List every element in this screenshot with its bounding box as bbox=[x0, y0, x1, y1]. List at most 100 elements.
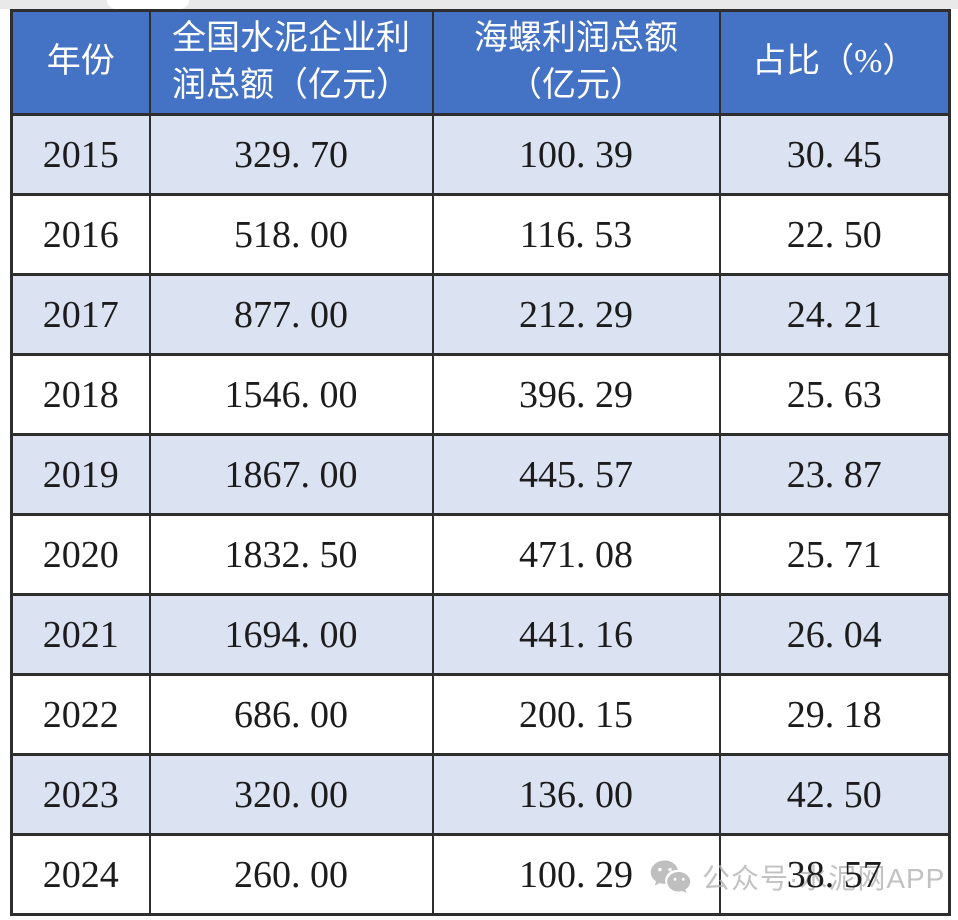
cell-national-profit: 877. 00 bbox=[148, 273, 434, 356]
table-row: 2016 518. 00 116. 53 22. 50 bbox=[10, 193, 951, 276]
cell-value: 396. 29 bbox=[519, 373, 633, 416]
table-row: 2020 1832. 50 471. 08 25. 71 bbox=[10, 513, 951, 596]
cell-value: 100. 39 bbox=[519, 133, 633, 176]
cell-value: 877. 00 bbox=[234, 293, 348, 336]
table-body: 2015 329. 70 100. 39 30. 45 2016 518. 00… bbox=[10, 113, 951, 916]
cell-value: 445. 57 bbox=[519, 453, 633, 496]
cell-value: 25. 71 bbox=[786, 533, 882, 576]
cell-value: 2015 bbox=[42, 133, 119, 176]
cell-share: 24. 21 bbox=[718, 273, 951, 356]
cell-value: 2019 bbox=[42, 453, 119, 496]
cell-value: 471. 08 bbox=[519, 533, 633, 576]
cell-share: 25. 71 bbox=[718, 513, 951, 596]
cell-year: 2018 bbox=[10, 353, 151, 436]
cell-value: 25. 63 bbox=[786, 373, 882, 416]
cell-share: 38. 57 bbox=[718, 833, 951, 916]
cell-value: 42. 50 bbox=[786, 773, 882, 816]
cell-share: 30. 45 bbox=[718, 113, 951, 196]
cell-value: 1546. 00 bbox=[224, 373, 358, 416]
cell-national-profit: 1867. 00 bbox=[148, 433, 434, 516]
cell-share: 26. 04 bbox=[718, 593, 951, 676]
cell-value: 260. 00 bbox=[234, 853, 348, 896]
cell-value: 26. 04 bbox=[786, 613, 882, 656]
cell-share: 29. 18 bbox=[718, 673, 951, 756]
cell-year: 2020 bbox=[10, 513, 151, 596]
table-row: 2022 686. 00 200. 15 29. 18 bbox=[10, 673, 951, 756]
cell-national-profit: 329. 70 bbox=[148, 113, 434, 196]
cell-national-profit: 1694. 00 bbox=[148, 593, 434, 676]
table-row: 2023 320. 00 136. 00 42. 50 bbox=[10, 753, 951, 836]
cell-conch-profit: 136. 00 bbox=[431, 753, 721, 836]
cement-profit-table: 年份 全国水泥企业利 润总额（亿元） 海螺利润总额 （亿元） 占比（%） 201… bbox=[10, 9, 951, 916]
cell-conch-profit: 100. 29 bbox=[431, 833, 721, 916]
cell-year: 2019 bbox=[10, 433, 151, 516]
column-header-year: 年份 bbox=[10, 9, 151, 116]
cell-national-profit: 686. 00 bbox=[148, 673, 434, 756]
cell-value: 2020 bbox=[42, 533, 119, 576]
cell-value: 320. 00 bbox=[234, 773, 348, 816]
cell-value: 30. 45 bbox=[786, 133, 882, 176]
cell-national-profit: 260. 00 bbox=[148, 833, 434, 916]
cell-conch-profit: 200. 15 bbox=[431, 673, 721, 756]
cell-conch-profit: 445. 57 bbox=[431, 433, 721, 516]
table-row: 2019 1867. 00 445. 57 23. 87 bbox=[10, 433, 951, 516]
cell-year: 2015 bbox=[10, 113, 151, 196]
cell-value: 2023 bbox=[42, 773, 119, 816]
cell-value: 100. 29 bbox=[519, 853, 633, 896]
column-header-national-profit: 全国水泥企业利 润总额（亿元） bbox=[148, 9, 434, 116]
strip-notch bbox=[107, 0, 189, 9]
table-row: 2015 329. 70 100. 39 30. 45 bbox=[10, 113, 951, 196]
table-row: 2024 260. 00 100. 29 38. 57 bbox=[10, 833, 951, 916]
cell-value: 38. 57 bbox=[786, 853, 882, 896]
cell-value: 329. 70 bbox=[234, 133, 348, 176]
cell-share: 25. 63 bbox=[718, 353, 951, 436]
cell-year: 2021 bbox=[10, 593, 151, 676]
top-strip bbox=[0, 0, 958, 9]
cell-conch-profit: 100. 39 bbox=[431, 113, 721, 196]
cell-national-profit: 320. 00 bbox=[148, 753, 434, 836]
cell-value: 1694. 00 bbox=[224, 613, 358, 656]
cell-value: 518. 00 bbox=[234, 213, 348, 256]
cell-value: 2021 bbox=[42, 613, 119, 656]
cell-share: 22. 50 bbox=[718, 193, 951, 276]
cell-value: 1867. 00 bbox=[224, 453, 358, 496]
cell-value: 24. 21 bbox=[786, 293, 882, 336]
table-row: 2021 1694. 00 441. 16 26. 04 bbox=[10, 593, 951, 676]
table-row: 2017 877. 00 212. 29 24. 21 bbox=[10, 273, 951, 356]
table-row: 2018 1546. 00 396. 29 25. 63 bbox=[10, 353, 951, 436]
cell-conch-profit: 212. 29 bbox=[431, 273, 721, 356]
cell-national-profit: 1546. 00 bbox=[148, 353, 434, 436]
cell-conch-profit: 441. 16 bbox=[431, 593, 721, 676]
cell-value: 2022 bbox=[42, 693, 119, 736]
header-row: 年份 全国水泥企业利 润总额（亿元） 海螺利润总额 （亿元） 占比（%） bbox=[10, 9, 951, 116]
cell-share: 23. 87 bbox=[718, 433, 951, 516]
cell-value: 2024 bbox=[42, 853, 119, 896]
cell-value: 22. 50 bbox=[786, 213, 882, 256]
cell-value: 212. 29 bbox=[519, 293, 633, 336]
cell-year: 2022 bbox=[10, 673, 151, 756]
column-header-share: 占比（%） bbox=[718, 9, 951, 116]
cell-year: 2017 bbox=[10, 273, 151, 356]
cell-value: 116. 53 bbox=[519, 213, 633, 256]
cell-year: 2024 bbox=[10, 833, 151, 916]
cell-value: 23. 87 bbox=[786, 453, 882, 496]
cell-value: 136. 00 bbox=[519, 773, 633, 816]
cell-value: 1832. 50 bbox=[224, 533, 358, 576]
cell-year: 2023 bbox=[10, 753, 151, 836]
cell-value: 2018 bbox=[42, 373, 119, 416]
cell-national-profit: 518. 00 bbox=[148, 193, 434, 276]
cell-value: 2016 bbox=[42, 213, 119, 256]
cell-conch-profit: 396. 29 bbox=[431, 353, 721, 436]
cell-value: 2017 bbox=[42, 293, 119, 336]
cell-value: 441. 16 bbox=[519, 613, 633, 656]
cell-share: 42. 50 bbox=[718, 753, 951, 836]
column-header-conch-profit: 海螺利润总额 （亿元） bbox=[431, 9, 721, 116]
cell-conch-profit: 471. 08 bbox=[431, 513, 721, 596]
cell-year: 2016 bbox=[10, 193, 151, 276]
cell-conch-profit: 116. 53 bbox=[431, 193, 721, 276]
cell-national-profit: 1832. 50 bbox=[148, 513, 434, 596]
cell-value: 29. 18 bbox=[786, 693, 882, 736]
cell-value: 686. 00 bbox=[234, 693, 348, 736]
cell-value: 200. 15 bbox=[519, 693, 633, 736]
